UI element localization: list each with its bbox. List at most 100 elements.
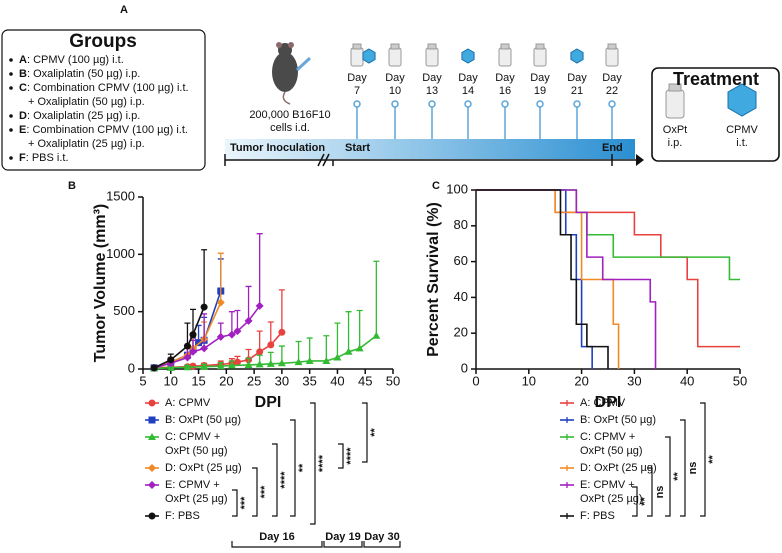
marker (355, 344, 364, 352)
group-item: + Oxaliplatin (50 µg) i.p. (28, 96, 145, 108)
marker (278, 328, 286, 336)
y-tick-label: 60 (454, 253, 468, 268)
error-bar (345, 311, 352, 352)
sig-label: *** (239, 496, 251, 510)
marker (244, 360, 253, 368)
x-tick-label: 15 (191, 373, 205, 388)
y-tick-label: 1000 (106, 246, 135, 261)
vial-icon (605, 47, 619, 67)
day-range-label: Day 30 (364, 531, 399, 543)
error-bar (256, 233, 263, 306)
marker (195, 339, 203, 347)
day-range (231, 541, 323, 548)
y-tick-label: 0 (128, 360, 135, 375)
marker (148, 481, 156, 489)
inoculation-label: Tumor Inoculation (230, 142, 325, 154)
group-letter: D (19, 110, 27, 122)
x-tick-label: 50 (386, 373, 400, 388)
marker (256, 348, 264, 356)
sig-label: ns (654, 486, 666, 499)
y-tick-label: 1500 (106, 188, 135, 203)
series-line (476, 189, 620, 369)
vial-icon (350, 47, 364, 67)
group-item: + Oxaliplatin (25 µg) i.p. (28, 138, 145, 150)
day-range (323, 541, 363, 548)
bullet (9, 156, 13, 160)
sig-label: ** (297, 463, 309, 472)
marker (244, 316, 253, 325)
bullet (9, 86, 13, 90)
day-number: 16 (499, 85, 511, 97)
series-line (476, 189, 657, 369)
timeline-axis (224, 154, 636, 166)
error-bar (278, 289, 285, 333)
x-tick-label: 20 (219, 373, 233, 388)
x-tick-label: 30 (275, 373, 289, 388)
marker (166, 363, 175, 371)
day-word: Day (385, 72, 405, 84)
error-bar (184, 322, 191, 347)
legend-label: E: CPMV + OxPt (25 µg) (165, 479, 228, 505)
vial-icon (388, 47, 402, 67)
panel-label: B (68, 180, 76, 192)
marker (227, 361, 236, 369)
group-letter: E (19, 124, 26, 136)
legend-label: A: CPMV (580, 397, 626, 409)
marker (183, 342, 191, 350)
cells-text: 200,000 B16F10 (249, 109, 330, 121)
legend-label: A: CPMV (165, 397, 211, 409)
error-bar (190, 308, 196, 335)
marker (200, 303, 208, 311)
sig-bracket (310, 402, 316, 525)
marker (183, 353, 192, 362)
group-item: F: PBS i.t. (19, 152, 69, 164)
error-bar (267, 321, 274, 345)
marker (344, 347, 353, 355)
marker (167, 356, 175, 364)
x-tick-label: 10 (164, 373, 178, 388)
y-tick-label: 500 (113, 303, 135, 318)
day-number: 14 (462, 85, 474, 97)
error-bar (323, 335, 330, 361)
error-bar (201, 249, 208, 308)
marker (189, 331, 197, 339)
day-word: Day (567, 72, 587, 84)
sig-label: **** (279, 471, 291, 489)
treatment-title: Treatment (673, 69, 759, 89)
day-word: Day (530, 72, 550, 84)
sig-bracket (290, 419, 296, 517)
sig-label: ** (707, 455, 719, 464)
day-number: 7 (354, 85, 360, 97)
group-text: : PBS i.t. (26, 152, 69, 164)
sig-bracket (252, 467, 258, 517)
legend-label: B: OxPt (50 µg) (580, 414, 656, 426)
day-dot (573, 100, 581, 108)
cpmv-icon (570, 48, 584, 64)
treatment-label: CPMV (726, 124, 758, 136)
sig-bracket (647, 467, 653, 517)
bullet (9, 58, 13, 62)
day-dot (464, 100, 472, 108)
marker (148, 464, 156, 472)
day-dot (391, 100, 399, 108)
end-label: End (602, 142, 623, 154)
sig-label: ** (639, 497, 651, 506)
x-tick-label: 50 (733, 373, 747, 388)
x-tick-label: 45 (358, 373, 372, 388)
legend-label: D: OxPt (25 µg) (580, 462, 657, 474)
day-range-label: Day 19 (325, 531, 360, 543)
legend-label: E: CPMV + OxPt (25 µg) (580, 479, 643, 505)
marker (255, 301, 264, 310)
series-line (476, 189, 740, 348)
x-tick-label: 25 (247, 373, 261, 388)
x-tick-label: 5 (139, 373, 146, 388)
y-tick-label: 40 (454, 289, 468, 304)
legend-label: C: CPMV + OxPt (50 µg) (165, 431, 228, 457)
timeline-bar (225, 139, 635, 159)
marker (189, 362, 197, 370)
groups-box (1, 29, 206, 171)
marker (372, 331, 381, 339)
sig-label: ** (369, 428, 381, 437)
y-tick-label: 20 (454, 325, 468, 340)
x-tick-label: 30 (627, 373, 641, 388)
